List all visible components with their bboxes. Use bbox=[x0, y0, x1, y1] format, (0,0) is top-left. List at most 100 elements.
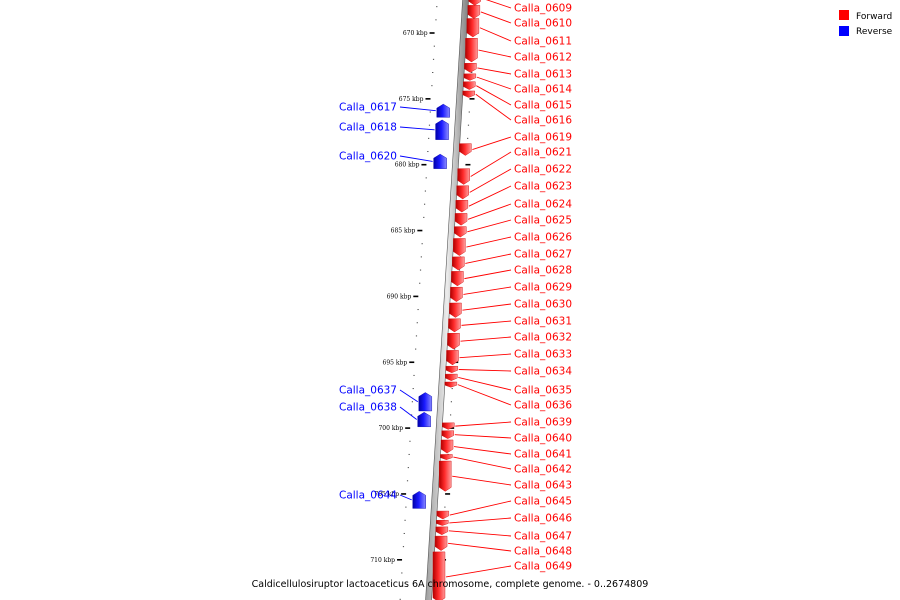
gene-leader-line bbox=[477, 67, 512, 75]
minor-tick bbox=[471, 72, 473, 74]
gene-label[interactable]: Calla_0634 bbox=[514, 366, 572, 378]
gene-label[interactable]: Calla_0620 bbox=[339, 151, 397, 163]
forward-gene[interactable] bbox=[440, 454, 453, 460]
forward-gene[interactable] bbox=[432, 551, 446, 600]
gene-label[interactable]: Calla_0613 bbox=[514, 69, 572, 81]
gene-label[interactable]: Calla_0611 bbox=[514, 36, 572, 48]
forward-gene[interactable] bbox=[434, 535, 448, 551]
gene-label[interactable]: Calla_0642 bbox=[514, 464, 572, 476]
forward-gene[interactable] bbox=[453, 238, 466, 256]
gene-label[interactable]: Calla_0615 bbox=[514, 100, 572, 112]
gene-label[interactable]: Calla_0638 bbox=[339, 402, 397, 414]
reverse-gene[interactable] bbox=[418, 392, 432, 412]
gene-label[interactable]: Calla_0624 bbox=[514, 199, 572, 211]
gene-label[interactable]: Calla_0649 bbox=[514, 561, 572, 573]
gene-leader-line bbox=[399, 389, 419, 403]
gene-label[interactable]: Calla_0623 bbox=[514, 181, 572, 193]
forward-gene[interactable] bbox=[441, 430, 454, 439]
reverse-gene[interactable] bbox=[417, 412, 431, 427]
forward-gene[interactable] bbox=[446, 350, 459, 366]
forward-gene[interactable] bbox=[459, 143, 472, 156]
gene-leader-line bbox=[467, 203, 512, 220]
reverse-gene[interactable] bbox=[435, 119, 449, 140]
gene-label[interactable]: Calla_0647 bbox=[514, 531, 572, 543]
gene-leader-line bbox=[454, 434, 512, 439]
gene-label[interactable]: Calla_0618 bbox=[339, 122, 397, 134]
gene-leader-line bbox=[485, 0, 512, 9]
forward-gene[interactable] bbox=[436, 510, 450, 520]
forward-gene[interactable] bbox=[467, 5, 481, 19]
gene-label[interactable]: Calla_0643 bbox=[514, 480, 572, 492]
forward-gene[interactable] bbox=[442, 422, 455, 430]
gene-label[interactable]: Calla_0646 bbox=[514, 513, 572, 525]
forward-gene[interactable] bbox=[455, 200, 469, 213]
minor-tick bbox=[399, 598, 401, 600]
forward-gene[interactable] bbox=[463, 73, 477, 81]
forward-gene[interactable] bbox=[463, 81, 476, 90]
forward-gene[interactable] bbox=[439, 460, 452, 492]
minor-tick bbox=[435, 19, 437, 21]
reverse-gene[interactable] bbox=[433, 153, 447, 169]
gene-label[interactable]: Calla_0641 bbox=[514, 449, 572, 461]
forward-gene[interactable] bbox=[462, 90, 475, 98]
forward-gene[interactable] bbox=[452, 256, 465, 271]
gene-label[interactable]: Calla_0636 bbox=[514, 400, 572, 412]
gene-label[interactable]: Calla_0648 bbox=[514, 546, 572, 558]
gene-label[interactable]: Calla_0633 bbox=[514, 349, 572, 361]
gene-label[interactable]: Calla_0625 bbox=[514, 215, 572, 227]
gene-label[interactable]: Calla_0631 bbox=[514, 316, 572, 328]
gene-label[interactable]: Calla_0630 bbox=[514, 299, 572, 311]
minor-tick bbox=[424, 190, 427, 192]
forward-gene[interactable] bbox=[454, 226, 467, 238]
gene-label[interactable]: Calla_0614 bbox=[514, 84, 572, 96]
major-tick bbox=[425, 98, 431, 100]
gene-label[interactable]: Calla_0627 bbox=[514, 249, 572, 261]
gene-label[interactable]: Calla_0639 bbox=[514, 417, 572, 429]
gene-leader-line bbox=[460, 336, 512, 342]
gene-label[interactable]: Calla_0609 bbox=[514, 3, 572, 15]
gene-leader-line bbox=[472, 136, 512, 150]
gene-label[interactable]: Calla_0635 bbox=[514, 385, 572, 397]
gene-label[interactable]: Calla_0629 bbox=[514, 282, 572, 294]
major-tick bbox=[465, 163, 471, 166]
gene-label[interactable]: Calla_0621 bbox=[514, 147, 572, 159]
gene-label[interactable]: Calla_0645 bbox=[514, 496, 572, 508]
reverse-gene[interactable] bbox=[412, 491, 426, 509]
gene-leader-line bbox=[475, 93, 512, 121]
forward-gene[interactable] bbox=[448, 318, 461, 333]
forward-gene[interactable] bbox=[457, 168, 470, 185]
gene-label[interactable]: Calla_0626 bbox=[514, 232, 572, 244]
forward-gene[interactable] bbox=[445, 373, 458, 381]
forward-gene[interactable] bbox=[468, 0, 481, 6]
gene-label[interactable]: Calla_0622 bbox=[514, 164, 572, 176]
forward-gene[interactable] bbox=[449, 302, 462, 318]
minor-tick bbox=[419, 269, 422, 271]
forward-gene[interactable] bbox=[466, 18, 480, 38]
forward-gene[interactable] bbox=[465, 38, 478, 63]
forward-gene[interactable] bbox=[451, 271, 464, 287]
gene-label[interactable]: Calla_0617 bbox=[339, 102, 397, 114]
reverse-gene[interactable] bbox=[436, 103, 450, 118]
forward-gene[interactable] bbox=[447, 333, 460, 350]
gene-leader-line bbox=[399, 155, 433, 162]
forward-gene[interactable] bbox=[456, 185, 469, 200]
gene-leader-line bbox=[399, 126, 435, 131]
gene-label[interactable]: Calla_0637 bbox=[339, 385, 397, 397]
gene-label[interactable]: Calla_0644 bbox=[339, 490, 397, 502]
gene-label[interactable]: Calla_0612 bbox=[514, 52, 572, 64]
forward-gene[interactable] bbox=[445, 366, 458, 374]
forward-gene[interactable] bbox=[450, 286, 463, 302]
gene-label[interactable]: Calla_0632 bbox=[514, 332, 572, 344]
forward-gene[interactable] bbox=[444, 381, 458, 388]
gene-label[interactable]: Calla_0610 bbox=[514, 18, 572, 30]
forward-gene[interactable] bbox=[436, 520, 449, 526]
gene-label[interactable]: Calla_0616 bbox=[514, 115, 572, 127]
gene-label[interactable]: Calla_0619 bbox=[514, 132, 572, 144]
forward-gene[interactable] bbox=[464, 63, 477, 73]
forward-gene[interactable] bbox=[440, 439, 454, 454]
forward-gene[interactable] bbox=[454, 213, 468, 226]
forward-gene[interactable] bbox=[435, 526, 449, 536]
gene-label[interactable]: Calla_0640 bbox=[514, 433, 572, 445]
gene-leader-line bbox=[452, 475, 512, 486]
gene-label[interactable]: Calla_0628 bbox=[514, 265, 572, 277]
